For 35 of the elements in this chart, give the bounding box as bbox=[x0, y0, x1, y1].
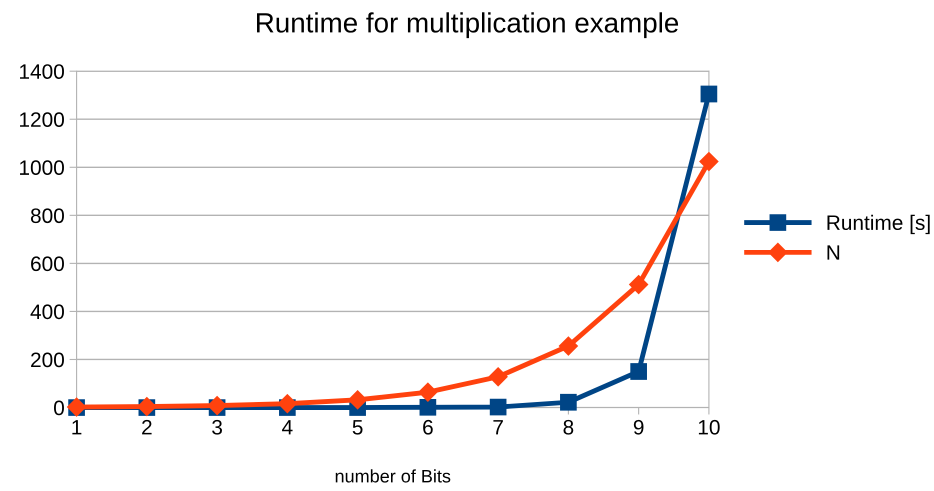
x-tick-label: 3 bbox=[212, 420, 222, 435]
point bbox=[420, 398, 436, 416]
y-tick-label: 1000 bbox=[20, 160, 64, 176]
chart-title: Runtime for multiplication example bbox=[257, 12, 678, 38]
y-tick-label: 400 bbox=[30, 304, 64, 320]
x-tick-label: 10 bbox=[698, 420, 720, 435]
point bbox=[488, 367, 508, 386]
y-tick-label: 800 bbox=[30, 208, 64, 224]
x-tick-label: 7 bbox=[493, 420, 503, 434]
x-tick-label: 5 bbox=[352, 420, 363, 435]
legend-label: N bbox=[828, 245, 840, 260]
point bbox=[418, 382, 438, 402]
y-tick-label: 1200 bbox=[20, 112, 64, 127]
point bbox=[490, 398, 506, 416]
legend-label: Runtime [s] bbox=[828, 214, 930, 234]
x-tick-label: 9 bbox=[634, 420, 644, 435]
point bbox=[558, 336, 578, 356]
x-tick-label: 8 bbox=[564, 420, 574, 435]
y-tick-label: 200 bbox=[31, 352, 64, 368]
x-tick-label: 6 bbox=[423, 420, 433, 435]
point bbox=[630, 363, 647, 380]
point bbox=[699, 152, 718, 172]
point bbox=[629, 274, 648, 294]
y-tick-label: 0 bbox=[54, 400, 64, 416]
point bbox=[348, 390, 368, 410]
x-tick-label: 2 bbox=[142, 420, 152, 434]
point bbox=[208, 396, 227, 416]
point bbox=[700, 86, 718, 102]
x-axis-title: number of Bits bbox=[336, 469, 450, 483]
y-tick-label: 600 bbox=[31, 256, 64, 272]
x-tick-label: 1 bbox=[72, 420, 82, 434]
x-tick-label: 4 bbox=[282, 420, 293, 434]
point bbox=[560, 394, 577, 411]
y-tick-label: 1400 bbox=[20, 64, 64, 79]
point bbox=[278, 394, 297, 414]
